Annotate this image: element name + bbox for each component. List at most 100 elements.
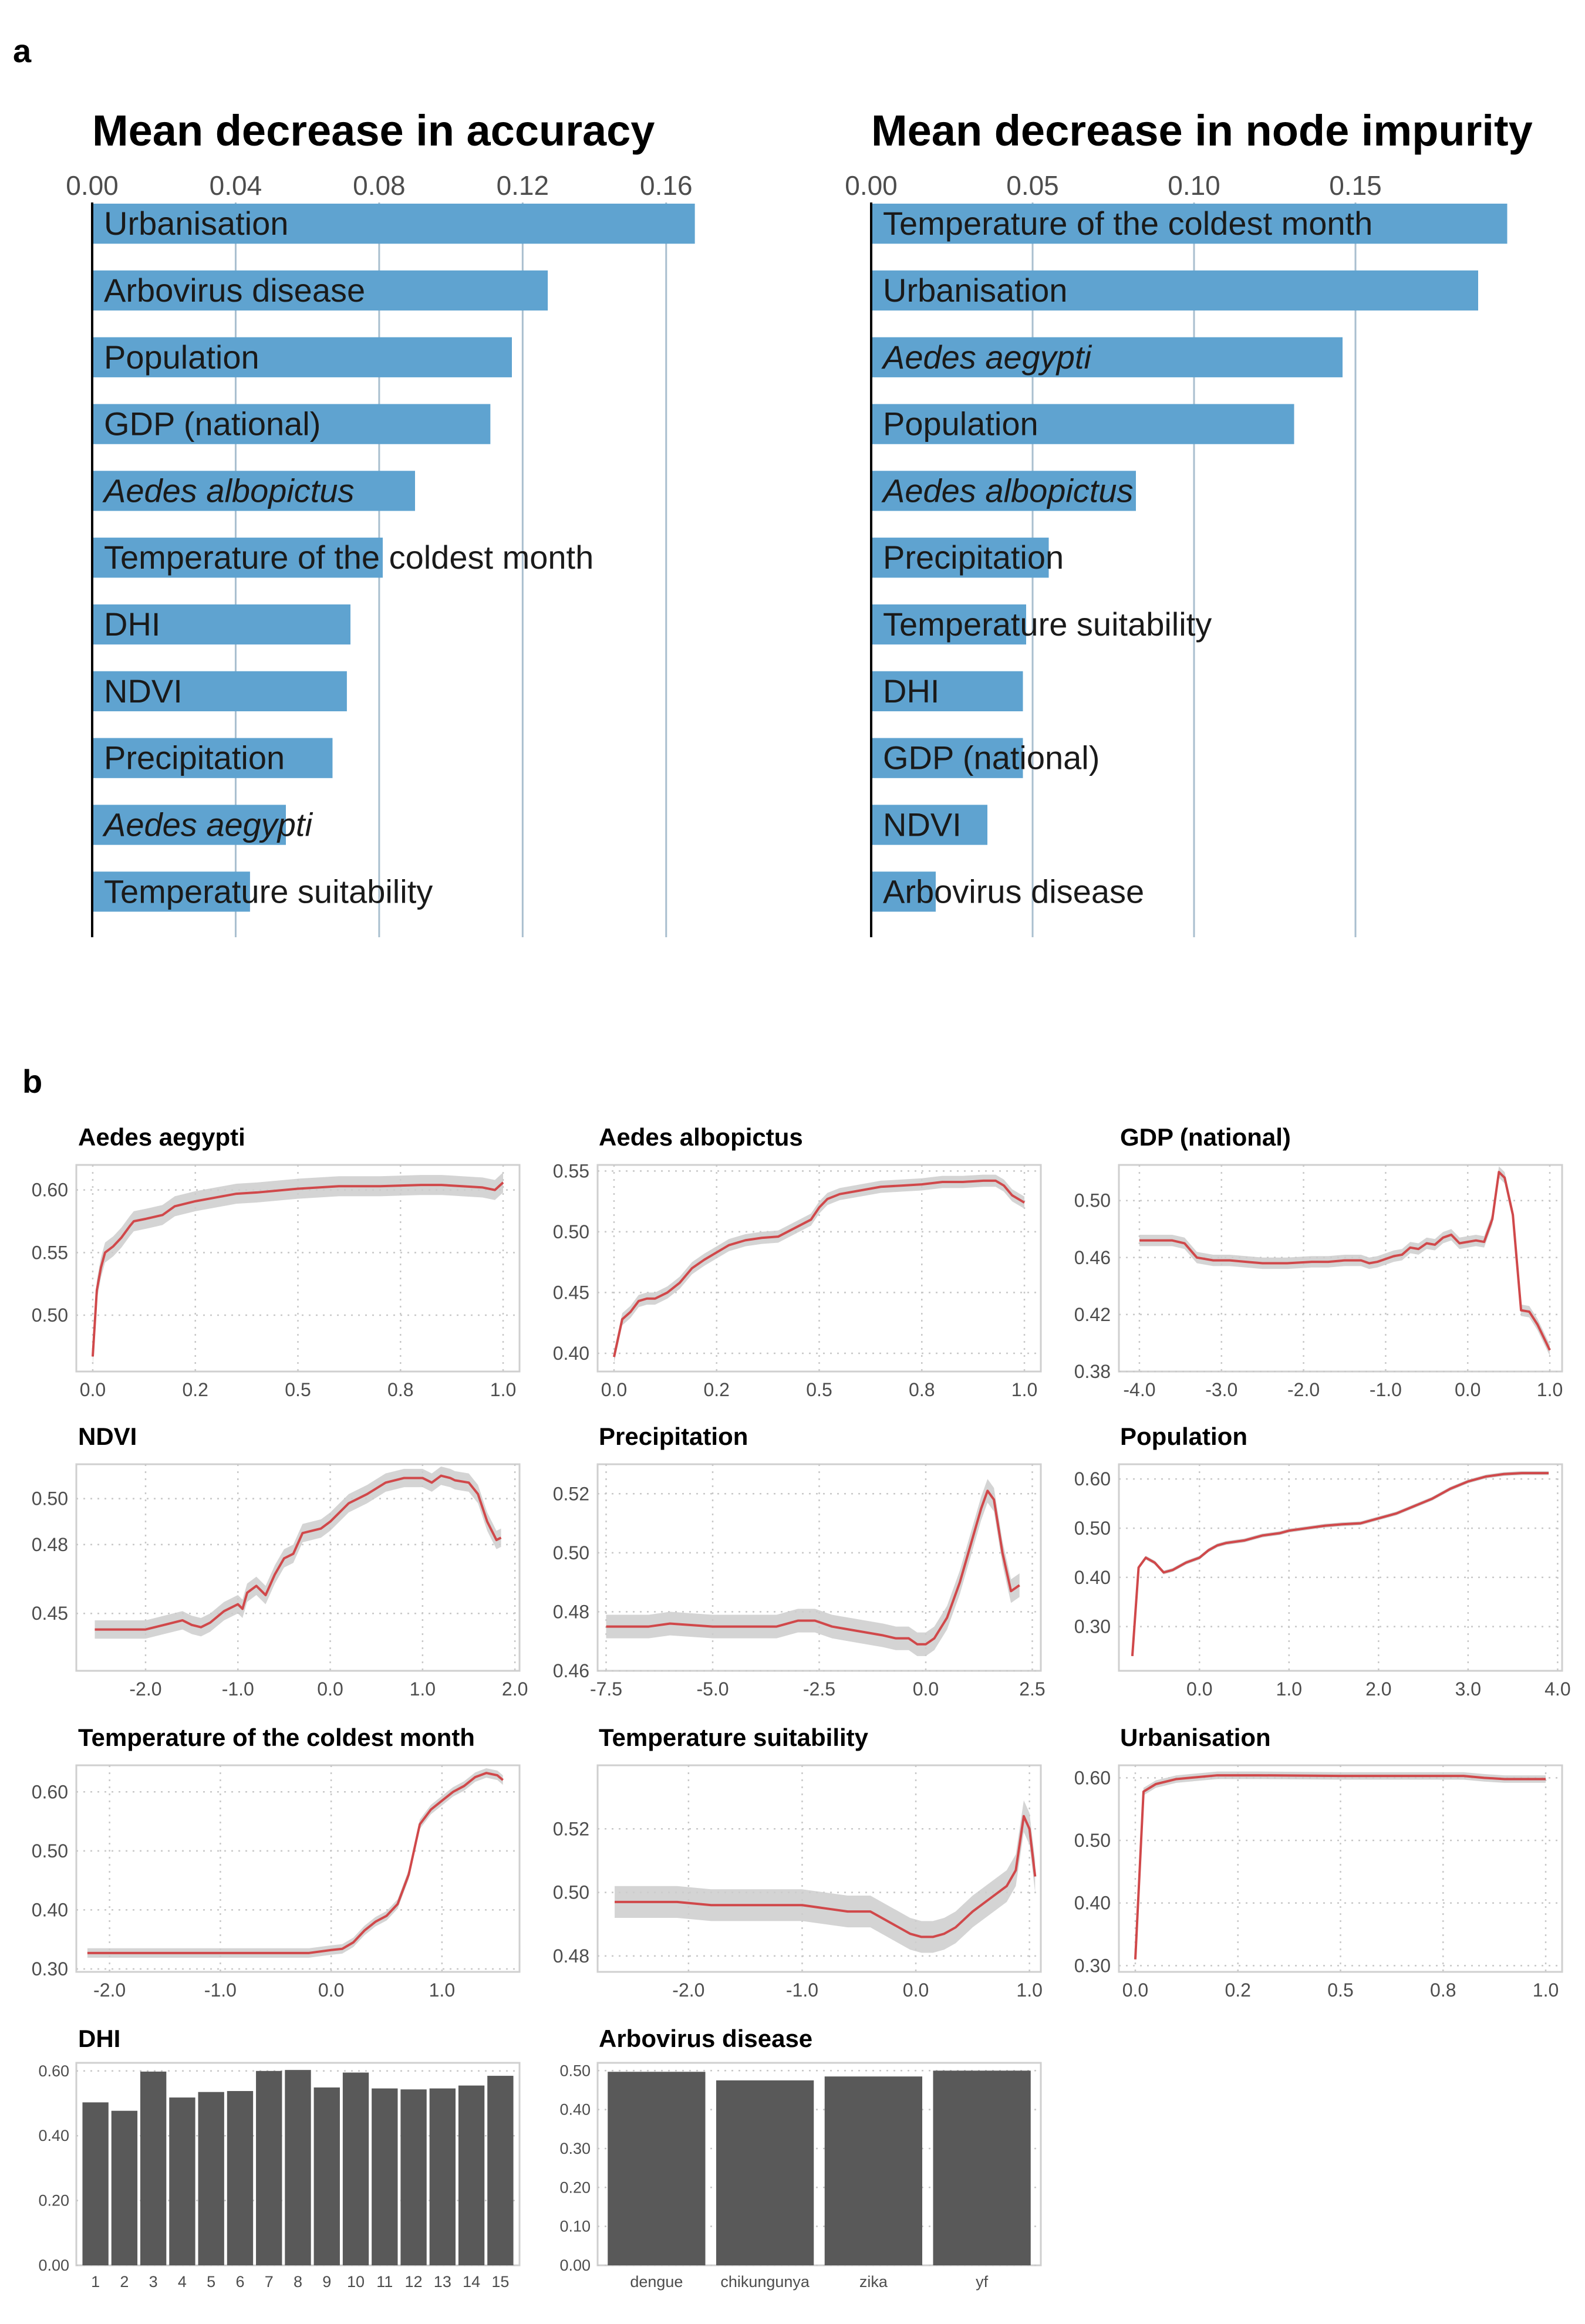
x-tick-label: 0.0 — [80, 1379, 106, 1400]
x-tick-label: 14 — [463, 2273, 480, 2291]
chart-title: Mean decrease in accuracy — [92, 106, 655, 155]
importance-charts: Mean decrease in accuracy 0.00 0.04 0.08 0.1… — [66, 106, 1533, 937]
plot-panel — [596, 1764, 1042, 1973]
chart-title: Mean decrease in node impurity — [871, 106, 1533, 155]
bar-10 — [342, 2072, 369, 2265]
y-tick-label: 0.38 — [1074, 1361, 1111, 1382]
pd-chart-aedes-albopictus: Aedes albopictus 0.0 0.2 0.5 0.8 1.0 0.40 0.45 0… — [553, 1123, 1042, 1400]
bar-15 — [487, 2076, 514, 2265]
plot-panel — [75, 1164, 521, 1373]
y-tick-label: 0.30 — [1074, 1955, 1111, 1976]
x-tick-label: -3.0 — [1205, 1379, 1237, 1400]
chart-title: Aedes aegypti — [78, 1123, 245, 1151]
bar-8 — [285, 2070, 311, 2265]
y-tick-label: 0.50 — [32, 1488, 68, 1509]
x-tick-label: 0.0 — [601, 1379, 627, 1400]
x-tick-label: -2.0 — [93, 1980, 126, 2001]
bar-label-ndvi: NDVI — [883, 806, 962, 843]
x-tick-label: 6 — [235, 2273, 244, 2291]
x-tick-label: 0.00 — [845, 170, 898, 201]
y-tick-label: 0.60 — [32, 1180, 68, 1201]
y-tick-label: 0.60 — [1074, 1767, 1111, 1788]
bar-label-population: Population — [883, 406, 1038, 442]
x-tick-label: -2.5 — [803, 1678, 835, 1700]
plot-panel — [1118, 1764, 1563, 1973]
x-tick-label: 3 — [149, 2273, 158, 2291]
bar-label-temperature-of-the-coldest-month: Temperature of the coldest month — [883, 205, 1372, 242]
x-tick-label: 0.0 — [317, 1678, 343, 1700]
x-tick-label: 0.15 — [1329, 170, 1382, 201]
bar-label-aedes-aegypti: Aedes aegypti — [881, 339, 1092, 376]
confidence-band — [613, 1174, 1025, 1363]
x-tick-label: 2.0 — [502, 1678, 528, 1700]
y-tick-label: 0.45 — [553, 1282, 589, 1303]
bar-label-urbanisation: Urbanisation — [883, 272, 1067, 309]
x-tick-label: 11 — [376, 2273, 393, 2291]
bar-label-arbovirus-disease: Arbovirus disease — [104, 272, 365, 309]
x-tick-label: 1 — [91, 2273, 100, 2291]
plot-panel — [596, 1463, 1042, 1672]
x-tick-label: 5 — [207, 2273, 215, 2291]
plot-panel — [1118, 1463, 1563, 1672]
y-tick-label: 0.48 — [553, 1945, 589, 1967]
x-tick-label: -4.0 — [1123, 1379, 1155, 1400]
x-tick-label: 4 — [178, 2273, 187, 2291]
y-tick-label: 0.40 — [553, 1343, 589, 1364]
bar-temperature-suitability — [92, 872, 250, 912]
pd-chart-population: Population 0.0 1.0 2.0 3.0 4.0 0.30 0.40 0.50 0.6… — [1074, 1423, 1571, 1700]
y-tick-label: 0.55 — [32, 1242, 68, 1263]
bar-13 — [429, 2088, 456, 2265]
y-tick-label: 0.00 — [38, 2257, 69, 2274]
panel-label-a: a — [13, 32, 32, 69]
bar-4 — [169, 2097, 195, 2265]
bar-aedes-albopictus — [92, 471, 415, 511]
bar-7 — [256, 2070, 282, 2265]
chart-title: DHI — [78, 2025, 120, 2052]
bar-urbanisation — [92, 204, 695, 244]
chart-title: Arbovirus disease — [599, 2025, 812, 2052]
pd-chart-temperature-of-the-coldest-month: Temperature of the coldest month -2.0 -1.0… — [32, 1724, 521, 2001]
x-tick-label: -7.5 — [590, 1678, 622, 1700]
x-tick-label: 0.0 — [1455, 1379, 1481, 1400]
chart-title: Temperature of the coldest month — [78, 1724, 475, 1751]
confidence-band — [92, 1172, 504, 1367]
y-tick-label: 0.60 — [32, 1781, 68, 1802]
x-tick-label: 12 — [405, 2273, 423, 2291]
x-tick-label: 8 — [294, 2273, 302, 2291]
bar-label-dhi: DHI — [104, 606, 160, 643]
y-tick-label: 0.10 — [559, 2218, 591, 2235]
y-tick-label: 0.40 — [32, 1899, 68, 1920]
bar-label-temperature-suitability: Temperature suitability — [883, 606, 1212, 643]
x-tick-label: 0.8 — [909, 1379, 935, 1400]
bar-urbanisation — [871, 270, 1478, 311]
bar-label-population: Population — [104, 339, 259, 376]
plot-panel — [75, 1463, 521, 1672]
panel-label-b: b — [22, 1063, 42, 1100]
plot-panel — [1118, 1164, 1563, 1373]
y-tick-label: 0.50 — [559, 2062, 591, 2079]
x-tick-label: 1.0 — [1533, 1980, 1559, 2001]
x-tick-label: -1.0 — [786, 1980, 818, 2001]
y-tick-label: 0.30 — [559, 2140, 591, 2157]
bar-label-aedes-aegypti: Aedes aegypti — [102, 806, 313, 843]
x-tick-label: 0.0 — [913, 1678, 939, 1700]
y-tick-label: 0.55 — [553, 1160, 589, 1181]
x-tick-label: 1.0 — [1016, 1980, 1042, 2001]
bar-precipitation — [871, 538, 1049, 578]
x-tick-label: 0.08 — [353, 170, 406, 201]
y-tick-label: 0.40 — [559, 2101, 591, 2119]
bar-label-temperature-of-the-coldest-month: Temperature of the coldest month — [104, 539, 593, 576]
bar-label-urbanisation: Urbanisation — [104, 205, 288, 242]
y-tick-label: 0.46 — [1074, 1247, 1111, 1268]
x-tick-label: 7 — [265, 2273, 274, 2291]
series-line — [91, 1181, 504, 1357]
y-tick-label: 0.40 — [38, 2127, 69, 2144]
pd-chart-aedes-aegypti: Aedes aegypti 0.0 0.2 0.5 0.8 1.0 0.50 0.55 0.60 — [32, 1123, 521, 1400]
y-tick-label: 0.00 — [559, 2257, 591, 2274]
bar-dengue — [608, 2072, 706, 2265]
y-tick-label: 0.48 — [553, 1601, 589, 1622]
x-tick-label: 15 — [491, 2273, 509, 2291]
x-tick-label: 2.0 — [1365, 1678, 1391, 1700]
